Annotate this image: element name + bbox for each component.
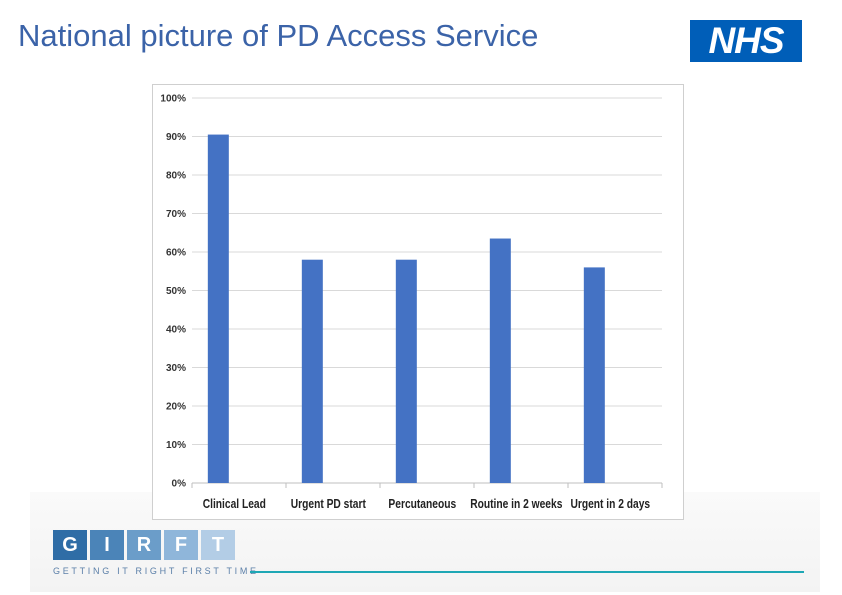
bar <box>395 259 417 483</box>
y-tick-label: 90% <box>166 132 186 143</box>
chart-frame: 0% 10% 20% 30% 40% 50% 60% 70% 80% 90% 100% Clinica… <box>152 84 684 520</box>
girft-letter-g: G <box>53 530 87 560</box>
bar-chart: 0% 10% 20% 30% 40% 50% 60% 70% 80% 90% 100% Clinica… <box>160 94 663 511</box>
nhs-logo: NHS <box>690 20 802 62</box>
y-tick-label: 100% <box>160 94 186 105</box>
bar <box>489 238 511 483</box>
x-tick-label: Urgent PD start <box>291 498 366 511</box>
y-tick-label: 80% <box>166 171 186 182</box>
girft-letter-i: I <box>90 530 124 560</box>
x-tick-label: Percutaneous <box>388 498 456 511</box>
girft-letter-f: F <box>164 530 198 560</box>
bar <box>207 134 229 483</box>
girft-letter-t: T <box>201 530 235 560</box>
x-tick-label: Routine in 2 weeks <box>470 498 562 511</box>
y-tick-label: 50% <box>166 286 186 297</box>
y-tick-label: 10% <box>166 440 186 451</box>
x-tick-label: Clinical Lead <box>203 498 266 511</box>
girft-tagline: GETTING IT RIGHT FIRST TIME <box>53 566 259 576</box>
bar <box>301 259 323 483</box>
girft-letter-r: R <box>127 530 161 560</box>
y-tick-label: 20% <box>166 402 186 413</box>
y-tick-label: 0% <box>172 479 187 490</box>
x-tick-label: Urgent in 2 days <box>570 498 650 511</box>
footer-rule <box>250 571 804 573</box>
slide-title: National picture of PD Access Service <box>18 18 539 53</box>
y-tick-label: 70% <box>166 209 186 220</box>
y-tick-label: 30% <box>166 363 186 374</box>
bar <box>583 267 605 483</box>
y-tick-label: 60% <box>166 248 186 259</box>
y-tick-label: 40% <box>166 325 186 336</box>
